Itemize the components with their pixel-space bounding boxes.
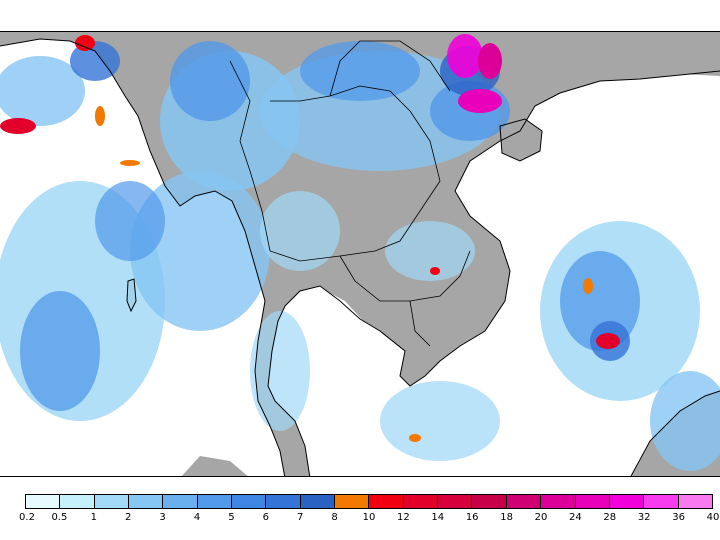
precip-layer [0,34,720,471]
legend-swatch [541,495,576,508]
legend-tick-label: 0.5 [51,512,68,523]
legend-tick-label: 5 [228,512,235,523]
water-gulf [278,289,400,446]
legend-swatch [438,495,473,508]
legend-swatch [94,495,130,508]
legend-tick-label: 32 [637,512,651,523]
land-northeast [620,32,720,76]
legend-swatch [403,495,439,508]
legend-swatch [300,495,336,508]
legend-tick-label: 10 [362,512,376,523]
legend-swatch [678,495,712,508]
legend-tick-label: 24 [569,512,582,523]
legend-tick-label: 16 [465,512,479,523]
legend-swatch [335,495,370,508]
precipitation-map [0,31,720,477]
legend-swatch [26,495,61,508]
legend-tick-label: 40 [706,512,720,523]
legend-swatch [266,495,301,508]
legend-tick-label: 18 [500,512,513,523]
legend-tick-label: 28 [603,512,617,523]
legend-tick-label: 20 [534,512,548,523]
legend-tick-labels: 0.2 0.5 1 2 3 4 5 6 7 8 10 12 14 16 18 20 24 28 32 36 40 [19,512,719,528]
legend-swatch [60,495,95,508]
legend-swatch [609,495,645,508]
legend-swatch [232,495,267,508]
map-canvas [0,32,720,476]
legend-swatch [129,495,164,508]
legend-swatch [369,495,404,508]
legend-swatch [197,495,233,508]
land-hainan [500,119,542,161]
legend-swatch [644,495,679,508]
legend-swatch [472,495,507,508]
legend-swatch [506,495,542,508]
legend-tick-label: 8 [331,512,338,523]
color-scale-legend [25,494,713,509]
legend-tick-label: 2 [125,512,132,523]
legend-tick-label: 6 [262,512,269,523]
legend-tick-label: 36 [672,512,685,523]
legend-tick-label: 4 [193,512,201,523]
coastline-layer [0,38,720,476]
legend-tick-label: 7 [297,512,304,523]
legend-tick-label: 0.2 [19,512,35,523]
legend-tick-label: 1 [90,512,97,523]
legend-swatch [575,495,610,508]
legend-swatch [163,495,198,508]
legend-tick-label: 3 [159,512,166,523]
legend-tick-label: 12 [397,512,410,523]
legend-tick-label: 14 [431,512,445,523]
land-sumatra [181,456,248,476]
